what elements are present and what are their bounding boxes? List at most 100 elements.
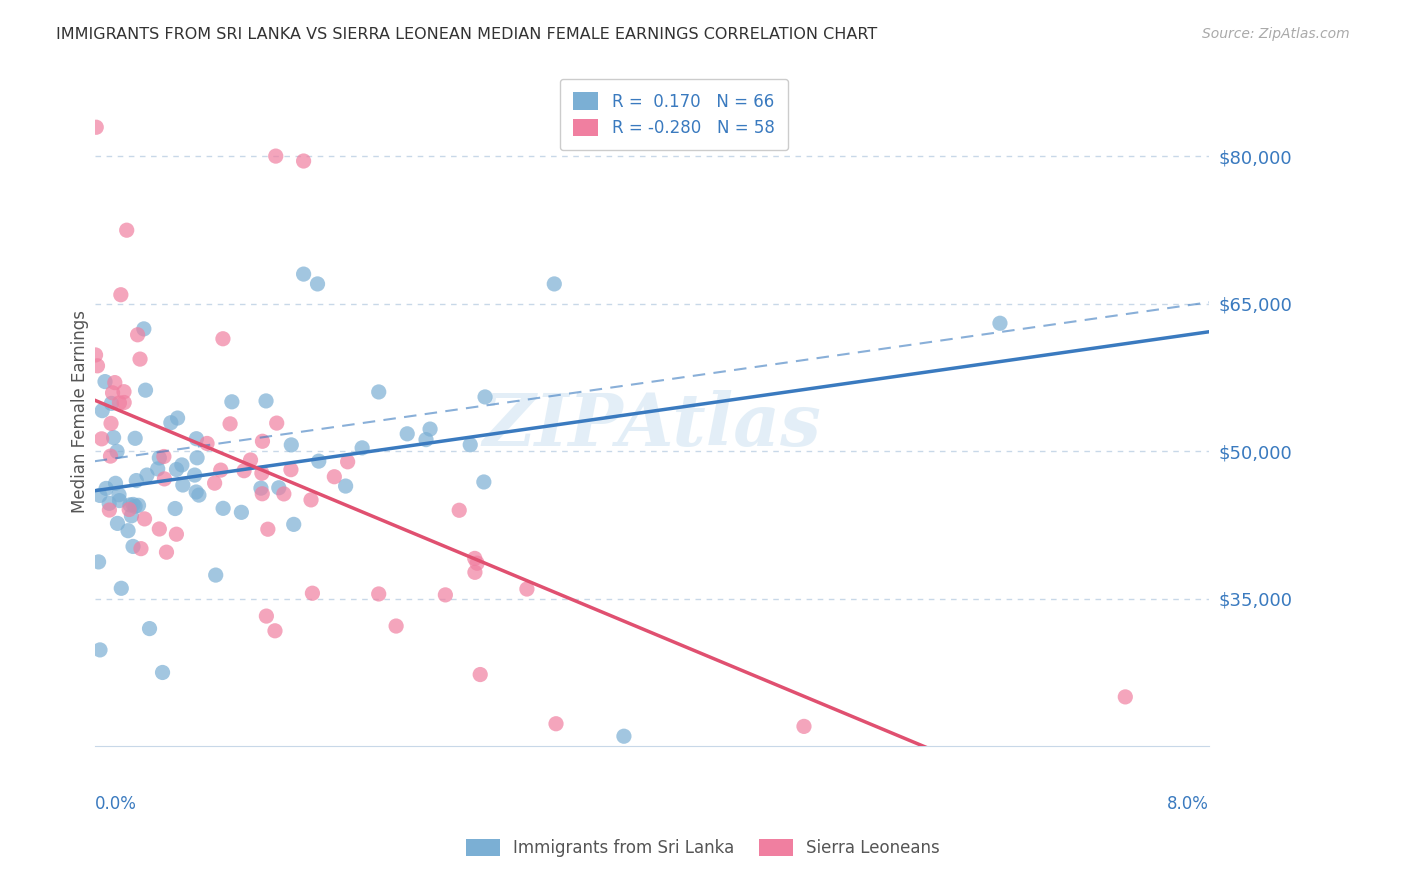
Immigrants from Sri Lanka <box>135 383 157 397</box>
Sierra Leoneans <box>134 512 156 526</box>
Sierra Leoneans <box>129 541 152 556</box>
Immigrants from Sri Lanka <box>89 643 111 657</box>
Immigrants from Sri Lanka <box>415 433 437 447</box>
Immigrants from Sri Lanka <box>124 431 146 445</box>
Sierra Leoneans <box>464 566 486 580</box>
Sierra Leoneans <box>264 149 287 163</box>
Sierra Leoneans <box>465 556 488 570</box>
Immigrants from Sri Lanka <box>94 375 117 389</box>
Immigrants from Sri Lanka <box>122 540 145 554</box>
Sierra Leoneans <box>112 384 135 399</box>
Immigrants from Sri Lanka <box>308 454 330 468</box>
Sierra Leoneans <box>280 463 302 477</box>
Sierra Leoneans <box>101 385 124 400</box>
Sierra Leoneans <box>195 436 218 450</box>
Immigrants from Sri Lanka <box>87 555 110 569</box>
Sierra Leoneans <box>257 522 280 536</box>
Sierra Leoneans <box>110 287 132 301</box>
Sierra Leoneans <box>336 455 359 469</box>
Sierra Leoneans <box>273 487 295 501</box>
Sierra Leoneans <box>84 120 107 135</box>
Legend: R =  0.170   N = 66, R = -0.280   N = 58: R = 0.170 N = 66, R = -0.280 N = 58 <box>560 79 787 151</box>
Immigrants from Sri Lanka <box>419 422 441 436</box>
Immigrants from Sri Lanka <box>204 568 226 582</box>
Immigrants from Sri Lanka <box>148 450 170 465</box>
Sierra Leoneans <box>153 450 176 464</box>
Immigrants from Sri Lanka <box>335 479 357 493</box>
Sierra Leoneans <box>90 432 112 446</box>
Sierra Leoneans <box>84 348 107 362</box>
Sierra Leoneans <box>464 551 486 566</box>
Sierra Leoneans <box>299 492 322 507</box>
Sierra Leoneans <box>115 223 138 237</box>
Sierra Leoneans <box>86 359 108 373</box>
Sierra Leoneans <box>100 449 122 463</box>
Sierra Leoneans <box>449 503 471 517</box>
Immigrants from Sri Lanka <box>458 438 481 452</box>
Immigrants from Sri Lanka <box>283 517 305 532</box>
Immigrants from Sri Lanka <box>146 462 169 476</box>
Sierra Leoneans <box>301 586 323 600</box>
Immigrants from Sri Lanka <box>186 432 208 446</box>
Sierra Leoneans <box>118 502 141 516</box>
Immigrants from Sri Lanka <box>352 441 374 455</box>
Immigrants from Sri Lanka <box>110 582 132 596</box>
Sierra Leoneans <box>264 624 287 638</box>
Sierra Leoneans <box>155 545 177 559</box>
Immigrants from Sri Lanka <box>118 498 141 512</box>
Immigrants from Sri Lanka <box>231 505 253 519</box>
Immigrants from Sri Lanka <box>474 390 496 404</box>
Immigrants from Sri Lanka <box>128 499 150 513</box>
Sierra Leoneans <box>292 154 315 169</box>
Immigrants from Sri Lanka <box>613 729 636 743</box>
Sierra Leoneans <box>323 469 346 483</box>
Immigrants from Sri Lanka <box>212 501 235 516</box>
Immigrants from Sri Lanka <box>172 478 194 492</box>
Sierra Leoneans <box>266 416 288 430</box>
Sierra Leoneans <box>233 464 256 478</box>
Immigrants from Sri Lanka <box>186 450 208 465</box>
Immigrants from Sri Lanka <box>107 516 129 531</box>
Sierra Leoneans <box>544 716 567 731</box>
Immigrants from Sri Lanka <box>307 277 329 291</box>
Immigrants from Sri Lanka <box>124 500 146 514</box>
Immigrants from Sri Lanka <box>136 468 159 483</box>
Sierra Leoneans <box>104 376 127 390</box>
Text: 0.0%: 0.0% <box>94 796 136 814</box>
Immigrants from Sri Lanka <box>105 444 128 458</box>
Immigrants from Sri Lanka <box>186 485 208 500</box>
Sierra Leoneans <box>219 417 242 431</box>
Immigrants from Sri Lanka <box>125 474 148 488</box>
Immigrants from Sri Lanka <box>183 468 205 483</box>
Sierra Leoneans <box>367 587 389 601</box>
Immigrants from Sri Lanka <box>160 416 183 430</box>
Text: 8.0%: 8.0% <box>1167 796 1209 814</box>
Immigrants from Sri Lanka <box>267 481 290 495</box>
Immigrants from Sri Lanka <box>170 458 193 472</box>
Immigrants from Sri Lanka <box>94 482 117 496</box>
Sierra Leoneans <box>153 472 176 486</box>
Sierra Leoneans <box>108 396 131 410</box>
Legend: Immigrants from Sri Lanka, Sierra Leoneans: Immigrants from Sri Lanka, Sierra Leonea… <box>458 831 948 866</box>
Sierra Leoneans <box>239 453 262 467</box>
Immigrants from Sri Lanka <box>988 316 1011 330</box>
Immigrants from Sri Lanka <box>120 508 142 523</box>
Immigrants from Sri Lanka <box>89 488 111 502</box>
Immigrants from Sri Lanka <box>100 396 122 410</box>
Sierra Leoneans <box>250 467 273 481</box>
Immigrants from Sri Lanka <box>98 496 121 510</box>
Sierra Leoneans <box>434 588 457 602</box>
Immigrants from Sri Lanka <box>91 403 114 417</box>
Sierra Leoneans <box>165 527 187 541</box>
Immigrants from Sri Lanka <box>117 524 139 538</box>
Immigrants from Sri Lanka <box>396 426 419 441</box>
Immigrants from Sri Lanka <box>132 322 155 336</box>
Immigrants from Sri Lanka <box>166 462 188 476</box>
Text: Median Female Earnings: Median Female Earnings <box>72 310 89 513</box>
Immigrants from Sri Lanka <box>254 393 277 408</box>
Immigrants from Sri Lanka <box>472 475 495 489</box>
Sierra Leoneans <box>204 476 226 491</box>
Sierra Leoneans <box>385 619 408 633</box>
Sierra Leoneans <box>127 327 149 342</box>
Sierra Leoneans <box>112 395 135 409</box>
